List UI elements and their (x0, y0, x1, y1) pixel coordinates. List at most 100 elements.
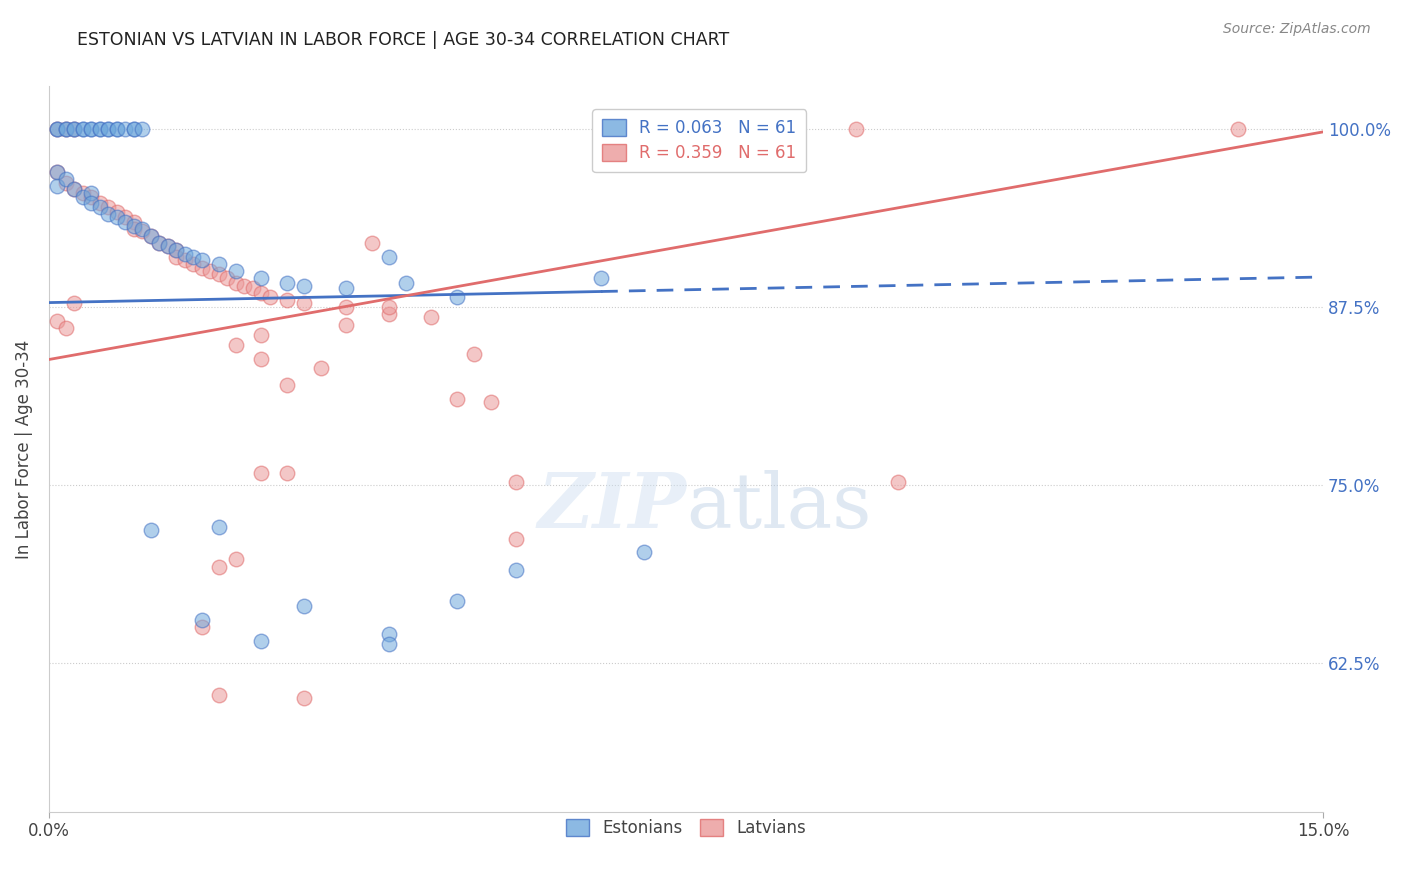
Point (505, 475, 527, 489)
Point (139, 228, 162, 243)
Point (46, 314, 69, 328)
Point (55, 171, 77, 186)
Point (122, 122, 145, 136)
Text: Source: ZipAtlas.com: Source: ZipAtlas.com (1223, 22, 1371, 37)
Point (122, 221, 145, 235)
Point (200, 264, 222, 278)
Point (250, 352, 273, 367)
Point (148, 235, 170, 250)
Point (63, 122, 86, 136)
Point (208, 267, 231, 281)
Point (105, 204, 128, 219)
Point (63, 182, 86, 196)
Point (156, 238, 179, 252)
Point (191, 613, 214, 627)
Point (505, 563, 527, 577)
Point (259, 290, 281, 304)
Point (114, 211, 136, 225)
Point (335, 300, 357, 314)
Point (55, 122, 77, 136)
Point (72, 122, 94, 136)
Point (377, 307, 399, 321)
Point (335, 281, 357, 295)
Point (276, 293, 298, 307)
Point (395, 276, 418, 290)
Point (242, 281, 264, 295)
Point (165, 243, 187, 257)
Legend: Estonians, Latvians: Estonians, Latvians (560, 812, 813, 844)
Point (105, 122, 128, 136)
Point (225, 276, 247, 290)
Point (377, 637, 399, 651)
Point (97, 122, 120, 136)
Point (208, 560, 231, 574)
Point (173, 247, 195, 261)
Point (225, 551, 247, 566)
Point (225, 264, 247, 278)
Point (1227, 122, 1250, 136)
Point (845, 122, 868, 136)
Point (191, 620, 214, 634)
Point (97, 207, 120, 221)
Point (309, 361, 332, 376)
Point (122, 214, 145, 228)
Point (148, 235, 170, 250)
Point (420, 310, 443, 324)
Point (63, 122, 86, 136)
Point (89, 200, 111, 214)
Point (183, 257, 205, 271)
Point (591, 271, 613, 285)
Point (63, 122, 86, 136)
Point (250, 271, 273, 285)
Point (250, 328, 273, 343)
Point (72, 190, 94, 204)
Point (46, 178, 69, 193)
Point (377, 627, 399, 641)
Point (80, 186, 103, 200)
Point (46, 165, 69, 179)
Point (55, 176, 77, 190)
Point (360, 235, 382, 250)
Point (208, 520, 231, 534)
Point (377, 300, 399, 314)
Point (89, 122, 111, 136)
Point (131, 122, 153, 136)
Point (292, 691, 315, 706)
Point (72, 122, 94, 136)
Point (72, 186, 94, 200)
Point (633, 544, 655, 558)
Point (156, 238, 179, 252)
Point (225, 338, 247, 352)
Point (46, 122, 69, 136)
Point (46, 122, 69, 136)
Point (80, 190, 103, 204)
Point (191, 252, 214, 267)
Point (131, 221, 153, 235)
Point (97, 200, 120, 214)
Point (114, 214, 136, 228)
Point (250, 634, 273, 648)
Point (292, 278, 315, 293)
Point (250, 285, 273, 300)
Point (131, 224, 153, 238)
Point (183, 250, 205, 264)
Point (446, 392, 468, 407)
Point (191, 261, 214, 276)
Point (55, 122, 77, 136)
Point (292, 295, 315, 310)
Text: ESTONIAN VS LATVIAN IN LABOR FORCE | AGE 30-34 CORRELATION CHART: ESTONIAN VS LATVIAN IN LABOR FORCE | AGE… (77, 31, 730, 49)
Point (97, 122, 120, 136)
Point (165, 250, 187, 264)
Point (55, 122, 77, 136)
Point (446, 290, 468, 304)
Point (233, 278, 256, 293)
Point (122, 122, 145, 136)
Point (250, 467, 273, 481)
Point (479, 395, 502, 409)
Point (63, 295, 86, 310)
Point (276, 378, 298, 392)
Point (887, 475, 910, 489)
Point (122, 219, 145, 233)
Point (276, 276, 298, 290)
Point (292, 599, 315, 613)
